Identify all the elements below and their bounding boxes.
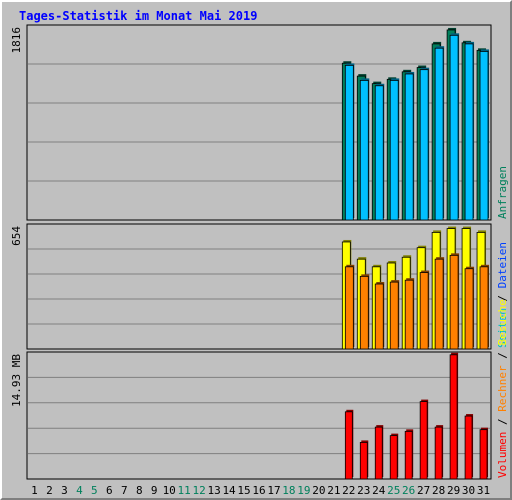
x-tick-label: 20 <box>312 484 325 497</box>
x-tick-label: 21 <box>327 484 340 497</box>
x-tick-label: 16 <box>252 484 265 497</box>
x-tick-label: 30 <box>462 484 475 497</box>
panel-volume <box>26 351 492 480</box>
bar-Dateien-27 <box>419 69 429 221</box>
legend-separator: / <box>496 288 509 308</box>
x-tick-label: 7 <box>121 484 128 497</box>
bar-Dateien-31 <box>479 51 489 221</box>
bar-Besuche-30 <box>464 268 474 350</box>
bar-Volumen-31 <box>479 429 488 480</box>
x-tick-label: 17 <box>267 484 280 497</box>
legend-entry: Besuche <box>496 299 509 345</box>
bar-Dateien-28 <box>434 47 444 221</box>
x-tick-label: 3 <box>61 484 68 497</box>
x-tick-label: 29 <box>447 484 460 497</box>
legend-separator: / <box>496 346 509 366</box>
x-tick-label: 27 <box>417 484 430 497</box>
bar-Dateien-29 <box>449 34 459 221</box>
bar-Besuche-24 <box>374 283 384 350</box>
x-tick-label: 26 <box>402 484 415 497</box>
x-tick-label: 4 <box>76 484 83 497</box>
bar-Volumen-24 <box>374 426 383 480</box>
x-tick-label: 31 <box>477 484 490 497</box>
side-legend: Anfragen <box>496 166 509 219</box>
x-tick-label: 19 <box>297 484 310 497</box>
x-tick-label: 23 <box>357 484 370 497</box>
legend-entry: Volumen <box>496 432 509 478</box>
y-max-label: 1816 <box>10 27 23 54</box>
bar-Besuche-28 <box>434 258 444 350</box>
x-tick-label: 25 <box>387 484 400 497</box>
x-tick-label: 28 <box>432 484 445 497</box>
legend-entry: Seiten <box>496 308 509 348</box>
bar-Volumen-30 <box>464 415 473 480</box>
x-tick-label: 11 <box>178 484 191 497</box>
side-legend: Seiten / Dateien <box>496 242 509 348</box>
bar-Dateien-22 <box>344 64 354 221</box>
bar-Volumen-27 <box>419 401 428 480</box>
legend-entry: Rechner <box>496 365 509 412</box>
x-tick-label: 1 <box>31 484 38 497</box>
bar-Dateien-23 <box>359 80 369 221</box>
bar-Volumen-28 <box>434 426 443 480</box>
bar-Volumen-29 <box>449 354 458 480</box>
bar-Dateien-26 <box>404 73 414 221</box>
x-tick-label: 10 <box>163 484 176 497</box>
x-tick-label: 14 <box>222 484 236 497</box>
bar-Volumen-22 <box>344 411 353 480</box>
x-tick-label: 18 <box>282 484 295 497</box>
bar-Dateien-25 <box>389 80 399 221</box>
x-tick-label: 8 <box>136 484 143 497</box>
bar-Besuche-27 <box>419 272 429 350</box>
bar-Dateien-24 <box>374 85 384 221</box>
bar-Besuche-26 <box>404 279 414 350</box>
bar-Besuche-29 <box>449 254 459 350</box>
x-tick-label: 24 <box>372 484 386 497</box>
bar-Besuche-23 <box>359 275 369 350</box>
side-legend: Volumen / Rechner / Besuche <box>496 299 509 478</box>
x-tick-label: 2 <box>46 484 53 497</box>
x-tick-label: 9 <box>151 484 158 497</box>
x-tick-label: 5 <box>91 484 98 497</box>
chart-title: Tages-Statistik im Monat Mai 2019 <box>19 9 257 23</box>
bar-Besuche-31 <box>479 266 489 350</box>
legend-separator: / <box>496 412 509 432</box>
bar-Dateien-30 <box>464 43 474 221</box>
x-tick-label: 15 <box>237 484 250 497</box>
x-tick-label: 6 <box>106 484 113 497</box>
y-max-label: 654 <box>10 226 23 246</box>
bar-Besuche-25 <box>389 281 399 350</box>
x-tick-label: 12 <box>193 484 206 497</box>
x-tick-label: 13 <box>207 484 220 497</box>
bar-Volumen-23 <box>359 442 368 480</box>
x-tick-label: 22 <box>342 484 355 497</box>
y-max-label: 14.93 MB <box>10 354 23 407</box>
legend-entry: Anfragen <box>496 166 509 219</box>
legend-entry: Dateien <box>496 242 509 288</box>
bar-Volumen-25 <box>389 435 398 480</box>
bar-Volumen-26 <box>404 430 413 480</box>
bar-Besuche-22 <box>344 266 354 350</box>
